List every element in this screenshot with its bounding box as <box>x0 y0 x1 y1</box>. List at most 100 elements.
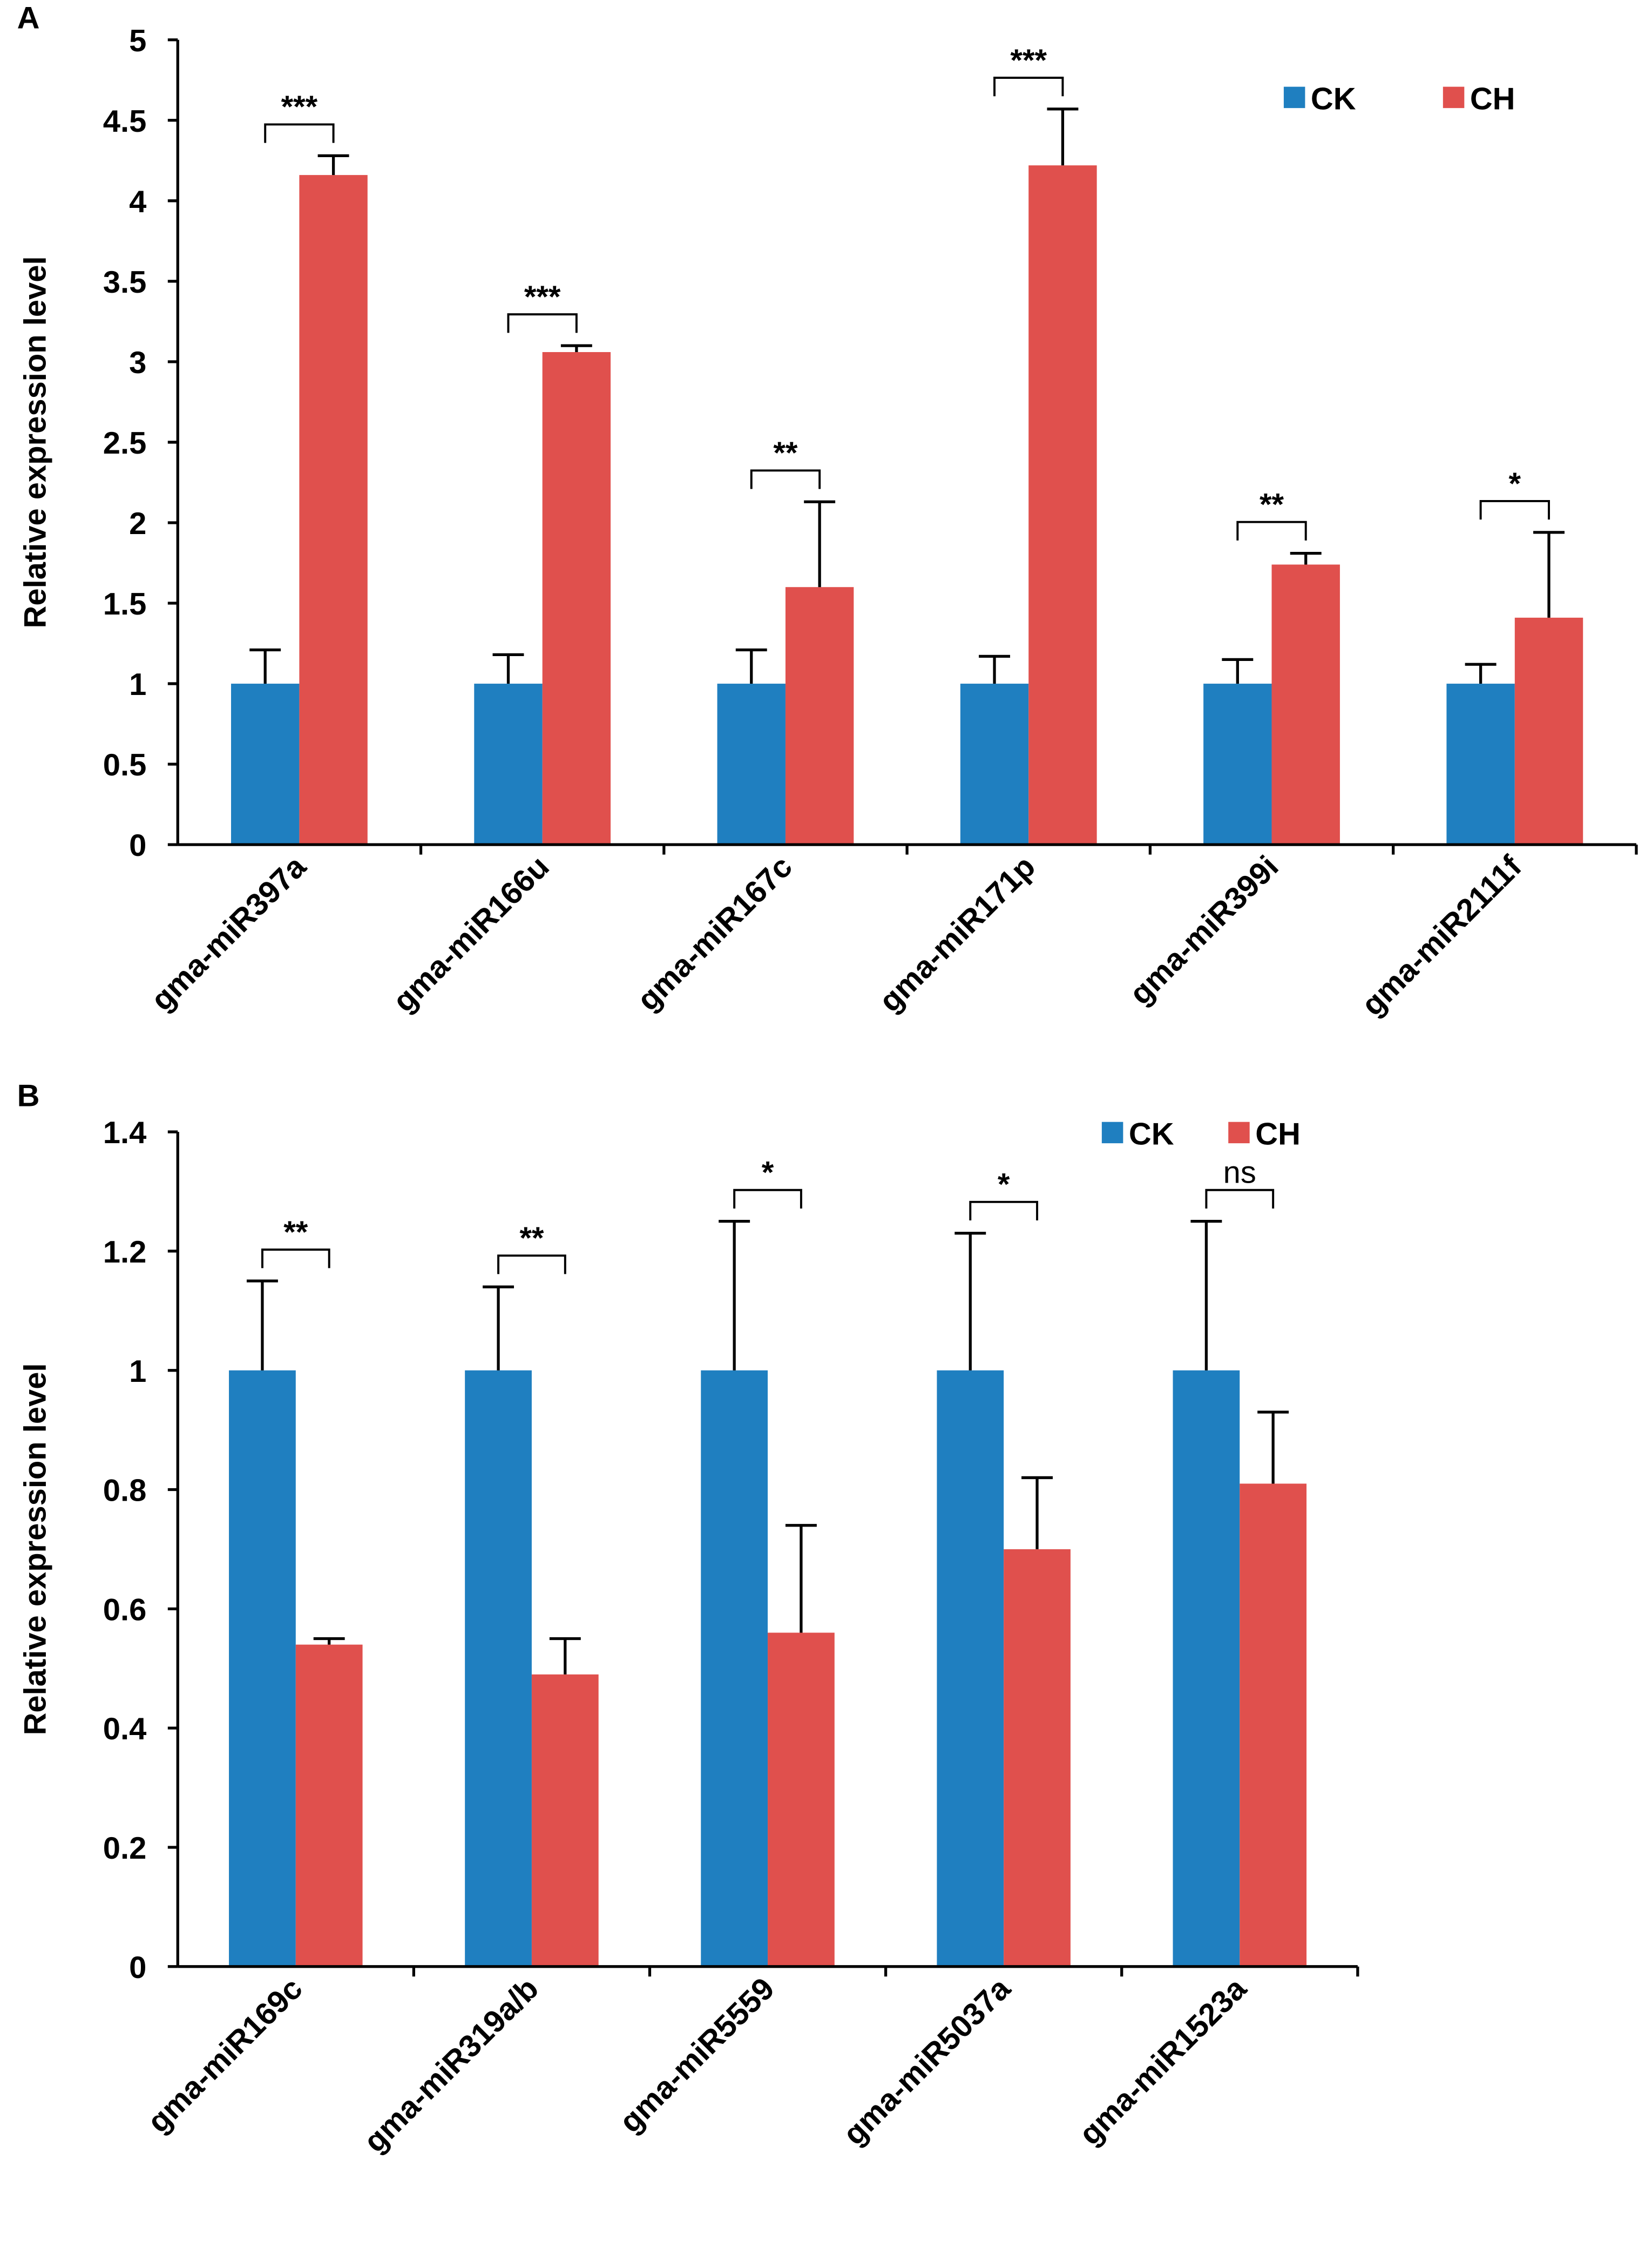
error-bar <box>804 500 836 588</box>
bar <box>937 1370 1004 1967</box>
x-tick-label: gma-miR167c <box>631 849 799 1018</box>
significance-label: * <box>998 1167 1010 1202</box>
bar <box>768 1632 835 1967</box>
significance-label: *** <box>281 90 318 124</box>
legend-label: CH <box>1255 1117 1301 1152</box>
bar <box>1271 564 1340 845</box>
bar <box>1514 617 1583 845</box>
significance-bracket <box>969 1200 1039 1221</box>
error-bar <box>483 1285 514 1371</box>
x-tick-label: gma-miR166u <box>387 849 556 1019</box>
legend-swatch <box>1283 86 1305 109</box>
y-tick-label: 0.8 <box>103 1474 147 1508</box>
x-tick-label: gma-miR2111f <box>1355 849 1528 1022</box>
y-tick-label: 1.4 <box>103 1116 147 1150</box>
bar <box>1446 684 1515 845</box>
error-bar <box>313 1637 345 1645</box>
significance-label: ** <box>283 1215 308 1250</box>
y-tick-label: 1 <box>129 1354 146 1389</box>
significance-label: ** <box>1260 488 1284 522</box>
bar <box>299 175 368 845</box>
bar <box>960 684 1029 845</box>
error-bar <box>560 344 592 353</box>
y-tick-label: 1 <box>129 667 146 702</box>
significance-bracket <box>993 77 1064 97</box>
bar <box>1004 1549 1071 1967</box>
y-tick-label: 1.5 <box>103 587 147 622</box>
panel-label: A <box>17 1 40 36</box>
error-bar <box>1222 658 1254 684</box>
error-bar <box>317 154 349 176</box>
error-bar <box>1257 1410 1289 1484</box>
bar <box>1028 165 1097 845</box>
bar <box>229 1370 296 1967</box>
error-bar <box>979 654 1011 684</box>
significance-bracket <box>261 1248 330 1268</box>
y-tick-label: 0.6 <box>103 1592 147 1627</box>
significance-bracket <box>507 313 578 333</box>
legend-label: CK <box>1129 1117 1174 1152</box>
y-tick-label: 3 <box>129 346 146 380</box>
error-bar <box>735 648 767 684</box>
bar <box>295 1644 363 1967</box>
significance-bracket <box>1205 1189 1275 1209</box>
error-bar <box>1465 663 1497 684</box>
significance-bracket <box>733 1189 802 1209</box>
significance-label: *** <box>1010 43 1047 78</box>
legend-label: CH <box>1470 82 1515 117</box>
significance-label: * <box>1509 467 1521 501</box>
significance-bracket <box>1479 500 1550 520</box>
bar <box>474 684 543 845</box>
significance-label: ** <box>519 1221 544 1256</box>
significance-bracket <box>497 1254 566 1274</box>
bar <box>785 587 854 845</box>
x-tick-label: gma-miR397a <box>145 849 313 1017</box>
x-tick-label: gma-miR169c <box>141 1971 309 2139</box>
x-tick-label: gma-miR5559 <box>613 1971 781 2139</box>
bar <box>1240 1483 1307 1967</box>
bar <box>701 1370 768 1967</box>
y-axis-title: Relative expression level <box>18 1363 52 1735</box>
x-tick-label: gma-miR1523a <box>1073 1971 1254 2152</box>
error-bar <box>719 1220 750 1371</box>
significance-label: * <box>762 1156 774 1190</box>
bar <box>1203 684 1272 845</box>
error-bar <box>249 648 281 684</box>
error-bar <box>1021 1476 1053 1549</box>
y-tick-label: 4.5 <box>103 104 147 139</box>
bar <box>1173 1370 1240 1967</box>
y-axis-title: Relative expression level <box>18 256 52 628</box>
x-tick-label: gma-miR319a/b <box>357 1971 545 2159</box>
y-tick-label: 2 <box>129 507 146 541</box>
y-tick-label: 3.5 <box>103 265 147 300</box>
error-bar <box>1047 107 1079 166</box>
significance-bracket <box>750 469 821 489</box>
error-bar <box>785 1524 817 1633</box>
bar <box>531 1674 599 1967</box>
significance-bracket <box>1236 521 1307 541</box>
y-tick-label: 2.5 <box>103 426 147 461</box>
legend-swatch <box>1228 1122 1250 1144</box>
y-tick-label: 0 <box>129 828 146 863</box>
y-tick-label: 5 <box>129 24 146 58</box>
y-tick-label: 4 <box>129 185 146 219</box>
error-bar <box>549 1637 581 1675</box>
error-bar <box>1290 551 1322 565</box>
y-tick-label: 0.5 <box>103 748 147 782</box>
significance-label: ** <box>773 436 798 470</box>
x-tick-label: gma-miR171p <box>872 849 1042 1019</box>
significance-label: ns <box>1223 1156 1256 1190</box>
significance-bracket <box>264 123 335 143</box>
legend-swatch <box>1101 1122 1123 1144</box>
bar <box>717 684 786 845</box>
y-tick-label: 1.2 <box>103 1235 147 1270</box>
error-bar <box>1533 531 1565 618</box>
x-tick-label: gma-miR399i <box>1123 849 1285 1011</box>
bar <box>465 1370 532 1967</box>
error-bar <box>954 1232 986 1371</box>
y-tick-label: 0.4 <box>103 1712 147 1746</box>
legend-label: CK <box>1311 82 1356 117</box>
significance-label: *** <box>524 280 561 314</box>
legend-swatch <box>1443 86 1465 109</box>
